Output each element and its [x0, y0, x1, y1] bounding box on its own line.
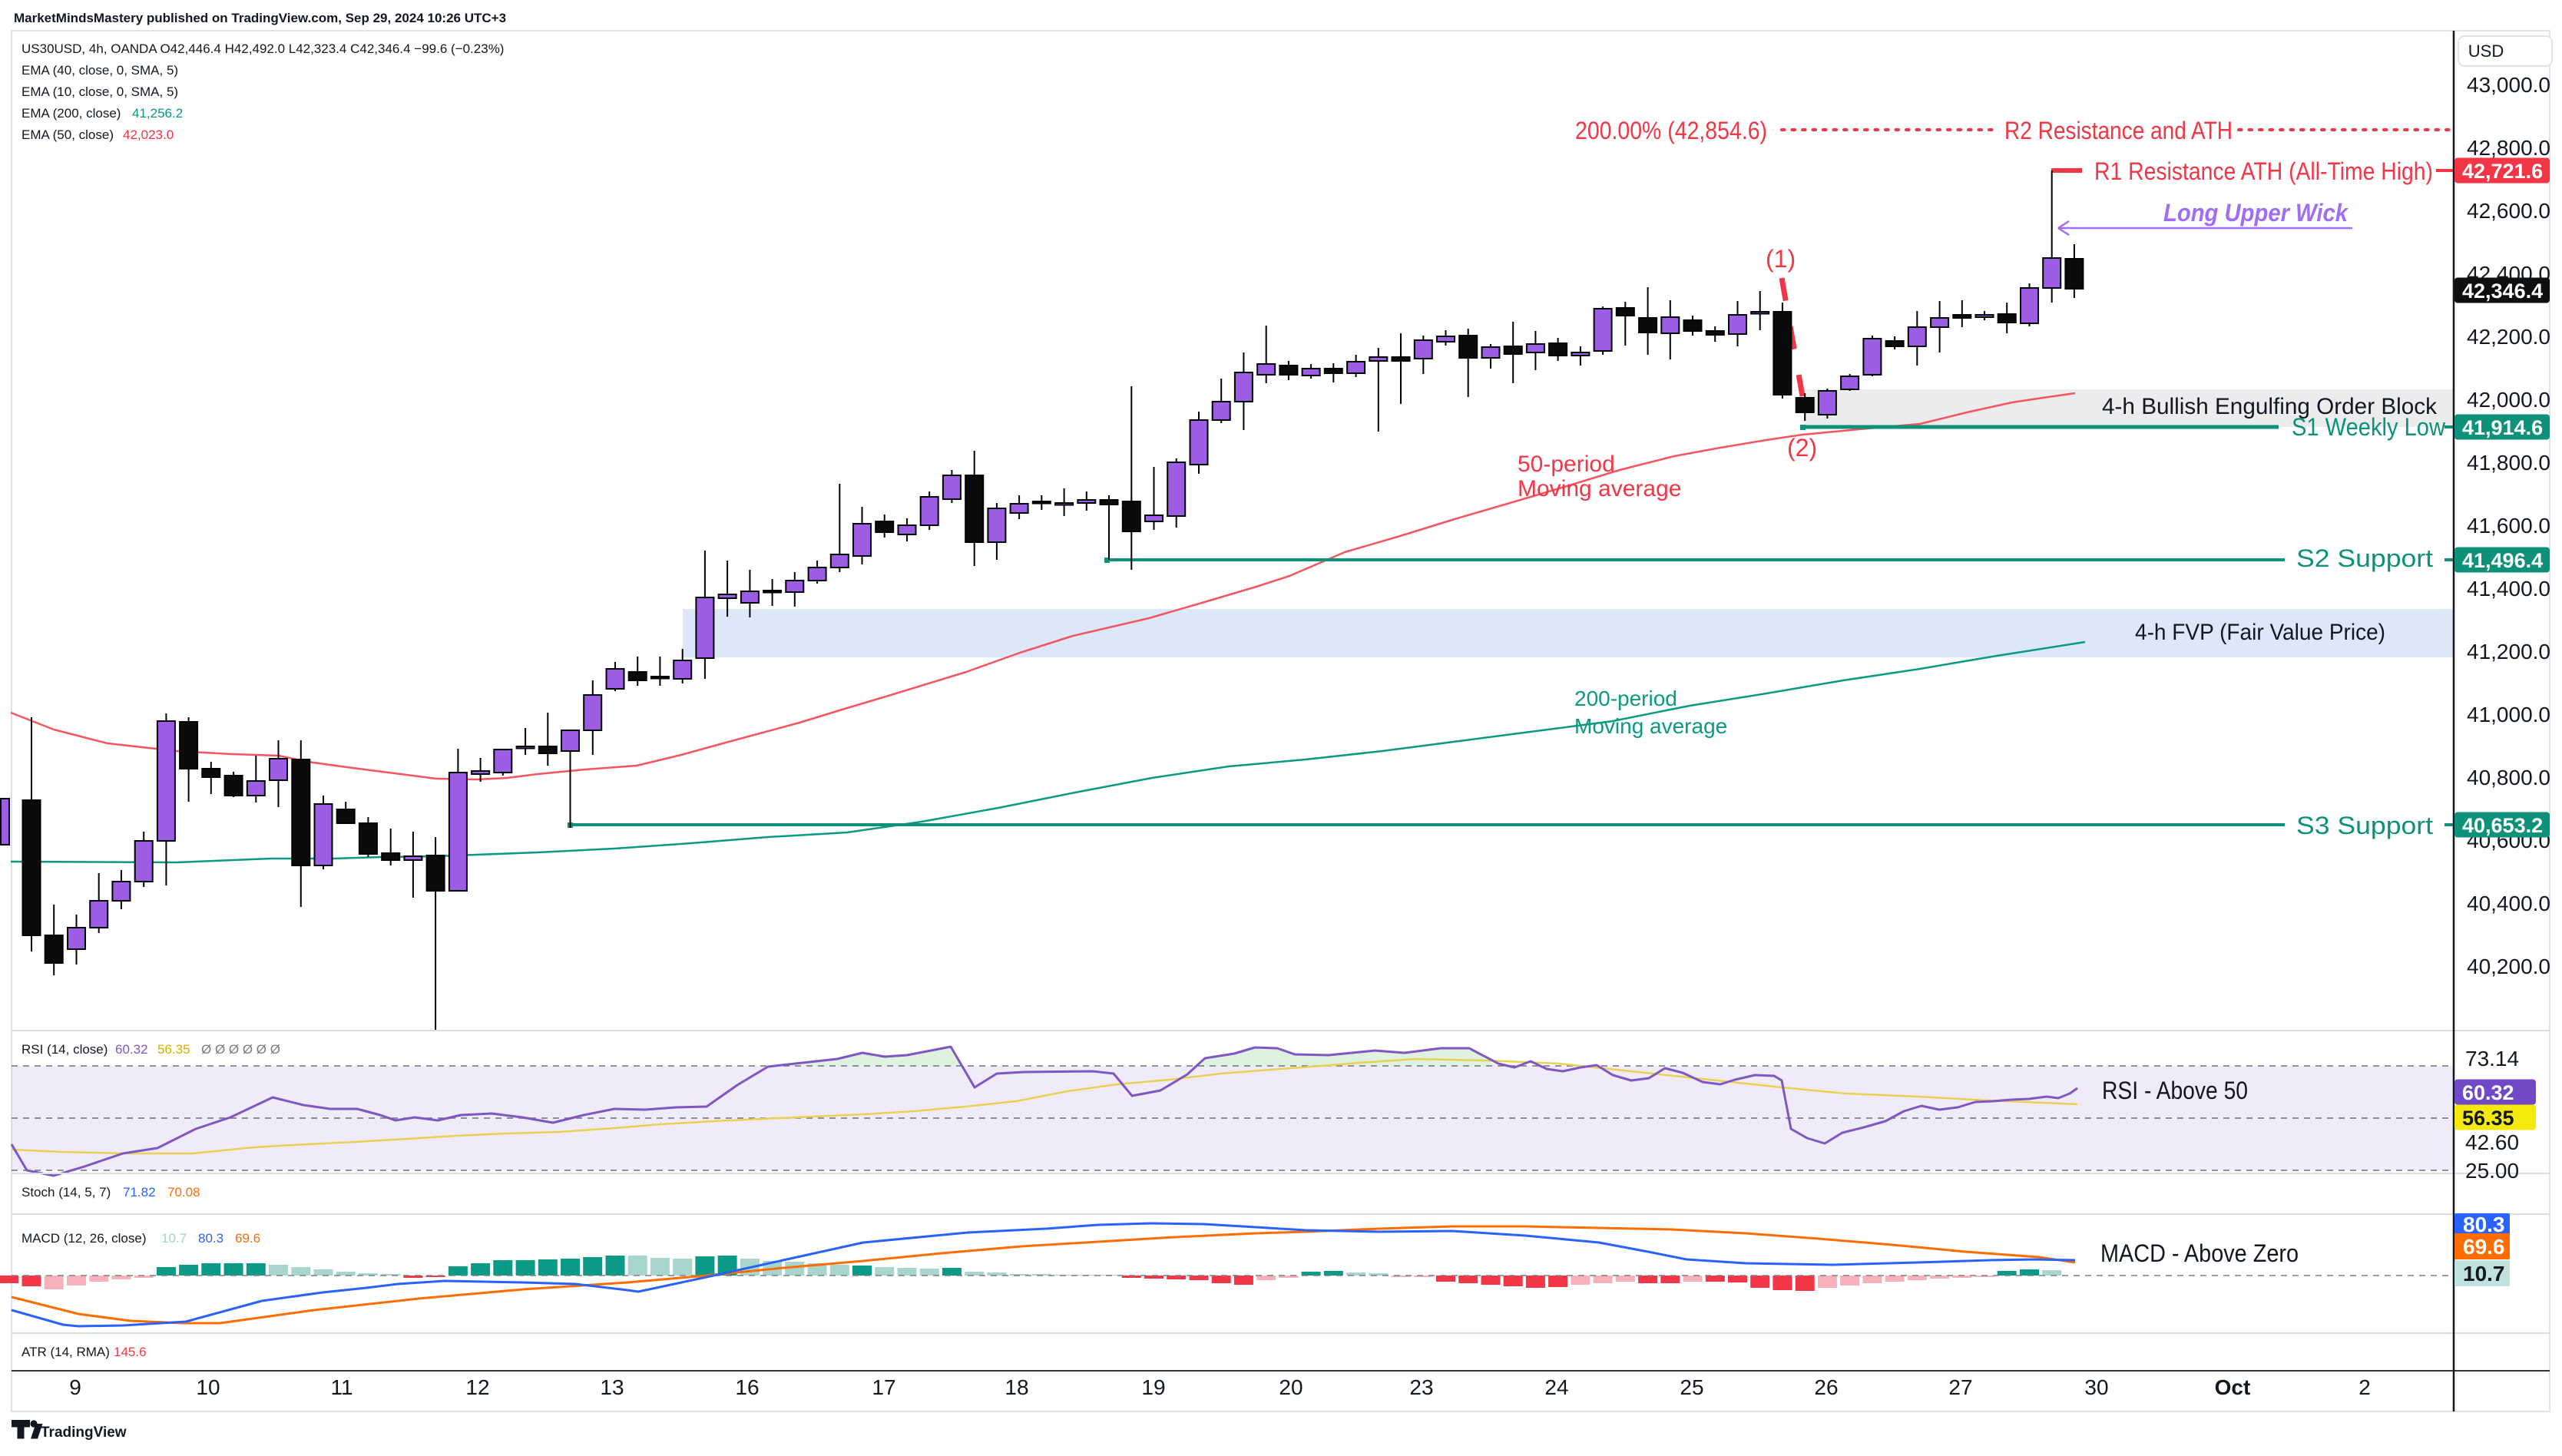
svg-text:42,023.0: 42,023.0 — [123, 127, 174, 142]
svg-text:Long Upper Wick: Long Upper Wick — [2163, 199, 2349, 227]
svg-text:Stoch (14, 5, 7): Stoch (14, 5, 7) — [22, 1185, 111, 1200]
svg-text:18: 18 — [1005, 1375, 1028, 1399]
svg-text:40,653.2: 40,653.2 — [2462, 814, 2543, 837]
svg-text:69.6: 69.6 — [2463, 1235, 2505, 1259]
svg-text:40,400.0: 40,400.0 — [2467, 892, 2550, 915]
svg-text:Oct: Oct — [2215, 1375, 2251, 1399]
svg-text:2: 2 — [2358, 1375, 2371, 1399]
svg-text:4-h Bullish Engulfing Order Bl: 4-h Bullish Engulfing Order Block — [2102, 394, 2438, 419]
svg-text:R2 Resistance and ATH: R2 Resistance and ATH — [2004, 117, 2233, 144]
svg-text:10.7: 10.7 — [161, 1231, 187, 1246]
svg-text:Moving average: Moving average — [1518, 476, 1681, 501]
svg-text:16: 16 — [735, 1375, 759, 1399]
svg-text:25: 25 — [1680, 1375, 1703, 1399]
svg-text:50-period: 50-period — [1518, 452, 1615, 477]
svg-text:(2): (2) — [1787, 434, 1817, 462]
svg-text:42,346.4: 42,346.4 — [2462, 280, 2543, 303]
svg-text:73.14: 73.14 — [2465, 1047, 2519, 1070]
svg-text:13: 13 — [600, 1375, 624, 1399]
svg-text:12: 12 — [465, 1375, 489, 1399]
svg-text:S2 Support: S2 Support — [2296, 544, 2433, 572]
svg-text:56.35: 56.35 — [2462, 1107, 2514, 1130]
svg-text:17: 17 — [872, 1375, 895, 1399]
svg-text:23: 23 — [1409, 1375, 1433, 1399]
svg-text:EMA (200, close): EMA (200, close) — [22, 106, 121, 121]
svg-text:RSI - Above 50: RSI - Above 50 — [2102, 1077, 2248, 1104]
svg-text:MarketMindsMastery published o: MarketMindsMastery published on TradingV… — [14, 11, 506, 25]
svg-text:30: 30 — [2084, 1375, 2108, 1399]
svg-text:42,000.0: 42,000.0 — [2467, 388, 2550, 412]
svg-text:24: 24 — [1544, 1375, 1568, 1399]
svg-text:41,256.2: 41,256.2 — [132, 106, 183, 121]
svg-text:71.82: 71.82 — [123, 1185, 156, 1200]
svg-text:145.6: 145.6 — [114, 1345, 147, 1359]
svg-text:(1): (1) — [1766, 245, 1796, 273]
svg-text:20: 20 — [1279, 1375, 1303, 1399]
svg-text:EMA (50, close): EMA (50, close) — [22, 127, 114, 142]
svg-text:S1 Weekly Low: S1 Weekly Low — [2292, 413, 2446, 441]
svg-text:42,600.0: 42,600.0 — [2467, 199, 2550, 223]
svg-text:4-h FVP (Fair Value Price): 4-h FVP (Fair Value Price) — [2135, 620, 2385, 645]
svg-text:41,400.0: 41,400.0 — [2467, 577, 2550, 601]
svg-text:25.00: 25.00 — [2465, 1159, 2519, 1183]
svg-text:26: 26 — [1814, 1375, 1838, 1399]
svg-text:EMA (40, close, 0, SMA, 5): EMA (40, close, 0, SMA, 5) — [22, 63, 178, 78]
svg-text:80.3: 80.3 — [2463, 1213, 2505, 1236]
svg-text:42.60: 42.60 — [2465, 1130, 2519, 1154]
svg-text:42,200.0: 42,200.0 — [2467, 325, 2550, 349]
svg-text:41,200.0: 41,200.0 — [2467, 640, 2550, 663]
svg-text:56.35: 56.35 — [157, 1042, 190, 1057]
svg-text:40,200.0: 40,200.0 — [2467, 955, 2550, 978]
svg-text:S3 Support: S3 Support — [2296, 812, 2433, 839]
svg-text:11: 11 — [330, 1375, 353, 1399]
svg-text:Moving average: Moving average — [1574, 714, 1727, 738]
svg-text:RSI (14, close): RSI (14, close) — [22, 1042, 108, 1057]
svg-text:EMA (10, close, 0, SMA, 5): EMA (10, close, 0, SMA, 5) — [22, 84, 178, 99]
svg-text:MACD (12, 26, close): MACD (12, 26, close) — [22, 1231, 147, 1246]
svg-text:200-period: 200-period — [1574, 687, 1677, 710]
svg-text:10: 10 — [196, 1375, 220, 1399]
svg-text:41,800.0: 41,800.0 — [2467, 451, 2550, 475]
svg-text:USD: USD — [2468, 41, 2504, 61]
svg-text:41,496.4: 41,496.4 — [2462, 549, 2543, 572]
svg-text:41,000.0: 41,000.0 — [2467, 703, 2550, 726]
svg-text:80.3: 80.3 — [198, 1231, 223, 1246]
svg-text:42,800.0: 42,800.0 — [2467, 136, 2550, 160]
svg-text:42,721.6: 42,721.6 — [2462, 160, 2543, 183]
svg-text:10.7: 10.7 — [2463, 1262, 2505, 1286]
svg-text:R1 Resistance ATH (All-Time Hi: R1 Resistance ATH (All-Time High) — [2094, 157, 2433, 185]
svg-text:ATR (14, RMA): ATR (14, RMA) — [22, 1345, 110, 1359]
svg-text:40,800.0: 40,800.0 — [2467, 766, 2550, 789]
svg-text:69.6: 69.6 — [235, 1231, 260, 1246]
svg-text:Ø Ø Ø Ø Ø Ø: Ø Ø Ø Ø Ø Ø — [201, 1042, 280, 1057]
svg-text:70.08: 70.08 — [167, 1185, 200, 1200]
svg-text:9: 9 — [69, 1375, 81, 1399]
svg-text:200.00% (42,854.6): 200.00% (42,854.6) — [1575, 117, 1767, 144]
svg-text:MACD - Above Zero: MACD - Above Zero — [2100, 1239, 2299, 1267]
svg-text:TradingView: TradingView — [41, 1425, 127, 1441]
svg-text:US30USD, 4h, OANDA O42,446.4: US30USD, 4h, OANDA O42,446.4 H42,492.0 L… — [22, 41, 504, 56]
svg-text:43,000.0: 43,000.0 — [2467, 73, 2550, 97]
svg-text:41,600.0: 41,600.0 — [2467, 514, 2550, 538]
svg-text:27: 27 — [1948, 1375, 1972, 1399]
svg-text:41,914.6: 41,914.6 — [2462, 416, 2543, 439]
svg-text:60.32: 60.32 — [115, 1042, 148, 1057]
svg-text:60.32: 60.32 — [2462, 1081, 2514, 1104]
svg-text:19: 19 — [1141, 1375, 1165, 1399]
